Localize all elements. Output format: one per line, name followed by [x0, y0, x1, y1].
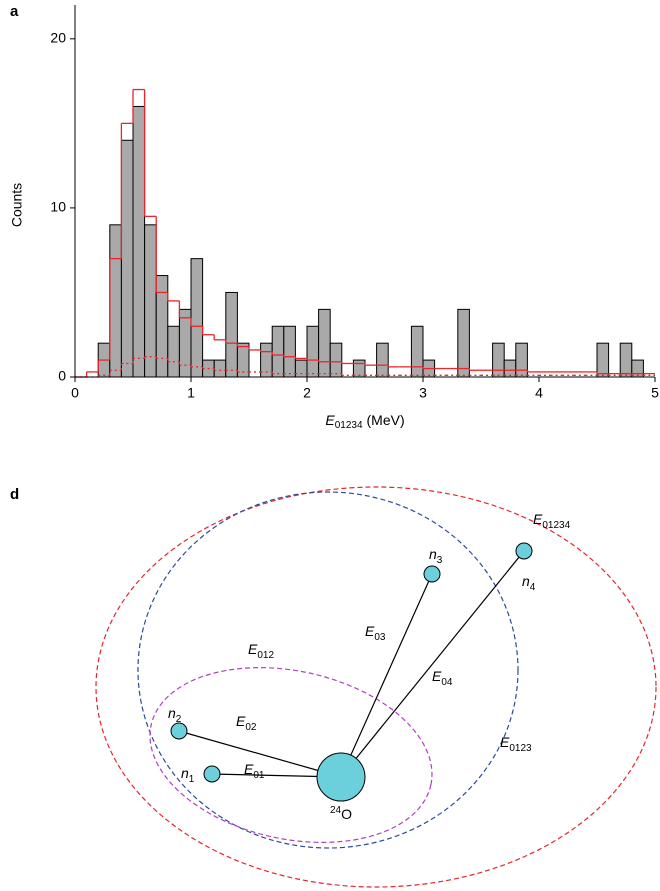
bar	[515, 342, 528, 378]
bar	[144, 224, 157, 378]
label-subscript: 04	[441, 677, 453, 688]
bar	[619, 342, 633, 378]
bar	[167, 325, 180, 378]
bar	[155, 275, 169, 378]
x-label-subscript: 01234	[335, 420, 363, 431]
label-symbol: n	[181, 765, 189, 781]
label-symbol: E	[244, 761, 254, 777]
bar	[410, 325, 424, 378]
label-symbol: n	[168, 705, 176, 721]
panel-label: a	[10, 3, 19, 20]
label-symbol: E	[365, 623, 375, 639]
edge	[178, 730, 342, 778]
y-tick-label: 20	[50, 30, 66, 46]
label: E01234	[533, 511, 571, 531]
node	[423, 565, 441, 583]
x-label-unit: (MeV)	[367, 412, 405, 428]
bar	[376, 342, 389, 378]
node	[316, 752, 366, 802]
y-tick-label: 10	[50, 199, 66, 215]
x-tick-label: 5	[651, 385, 659, 401]
label: E04	[432, 668, 453, 688]
bar	[132, 105, 146, 378]
x-label-symbol: E	[325, 412, 335, 428]
label-symbol: E	[500, 734, 510, 750]
label-subscript: 01	[253, 770, 265, 781]
edge	[340, 550, 525, 778]
label: n3	[429, 546, 443, 566]
label-superscript: 24	[330, 805, 342, 816]
bar	[329, 342, 343, 378]
label: E01	[244, 761, 265, 781]
node	[170, 722, 188, 740]
label-symbol: O	[341, 806, 352, 822]
x-tick-label: 1	[187, 385, 195, 401]
x-tick-label: 0	[71, 385, 79, 401]
label-symbol: E	[533, 511, 543, 527]
x-tick-label: 2	[303, 385, 311, 401]
y-axis-label: Counts	[9, 183, 25, 227]
node	[515, 542, 533, 560]
label: n4	[522, 573, 536, 593]
label-symbol: E	[248, 641, 258, 657]
label: n2	[168, 705, 182, 725]
label-symbol: E	[432, 668, 442, 684]
bar	[271, 325, 285, 378]
label-subscript: 02	[245, 722, 257, 733]
bar	[120, 139, 134, 378]
x-axis-label: E01234 (MeV)	[325, 412, 404, 431]
bar	[294, 359, 308, 378]
region-boundary	[95, 486, 657, 888]
region-boundary	[149, 667, 433, 843]
bar	[631, 359, 644, 378]
bar	[109, 224, 122, 378]
label-symbol: n	[429, 546, 437, 562]
node	[203, 765, 221, 783]
label-subscript: 4	[530, 582, 536, 593]
region-boundary	[137, 491, 519, 849]
bar	[492, 342, 505, 378]
label: E012	[248, 641, 274, 661]
bar	[596, 342, 610, 378]
bar	[213, 359, 227, 378]
label: E0123	[500, 734, 532, 754]
bar	[352, 359, 366, 378]
bar	[283, 325, 296, 378]
edge	[340, 573, 433, 778]
label-subscript: 2	[176, 714, 182, 725]
label-subscript: 3	[437, 555, 443, 566]
label: n1	[181, 765, 195, 785]
bar	[457, 308, 470, 378]
label: E03	[365, 623, 386, 643]
label: 24O	[330, 805, 352, 822]
label-symbol: n	[522, 573, 530, 589]
y-tick-label: 0	[58, 368, 66, 384]
label-subscript: 01234	[542, 520, 570, 531]
bar	[503, 359, 517, 378]
label-subscript: 03	[374, 632, 386, 643]
label-subscript: 0123	[509, 743, 532, 754]
label-subscript: 012	[257, 650, 274, 661]
bar	[178, 308, 192, 378]
x-tick-label: 4	[535, 385, 543, 401]
bar	[190, 258, 204, 378]
label-subscript: 1	[189, 774, 195, 785]
bar	[318, 308, 331, 378]
x-tick-label: 3	[419, 385, 427, 401]
bar	[306, 325, 320, 378]
panel-label: d	[10, 486, 19, 503]
bar	[225, 291, 238, 378]
label-symbol: E	[236, 713, 246, 729]
label: E02	[236, 713, 257, 733]
